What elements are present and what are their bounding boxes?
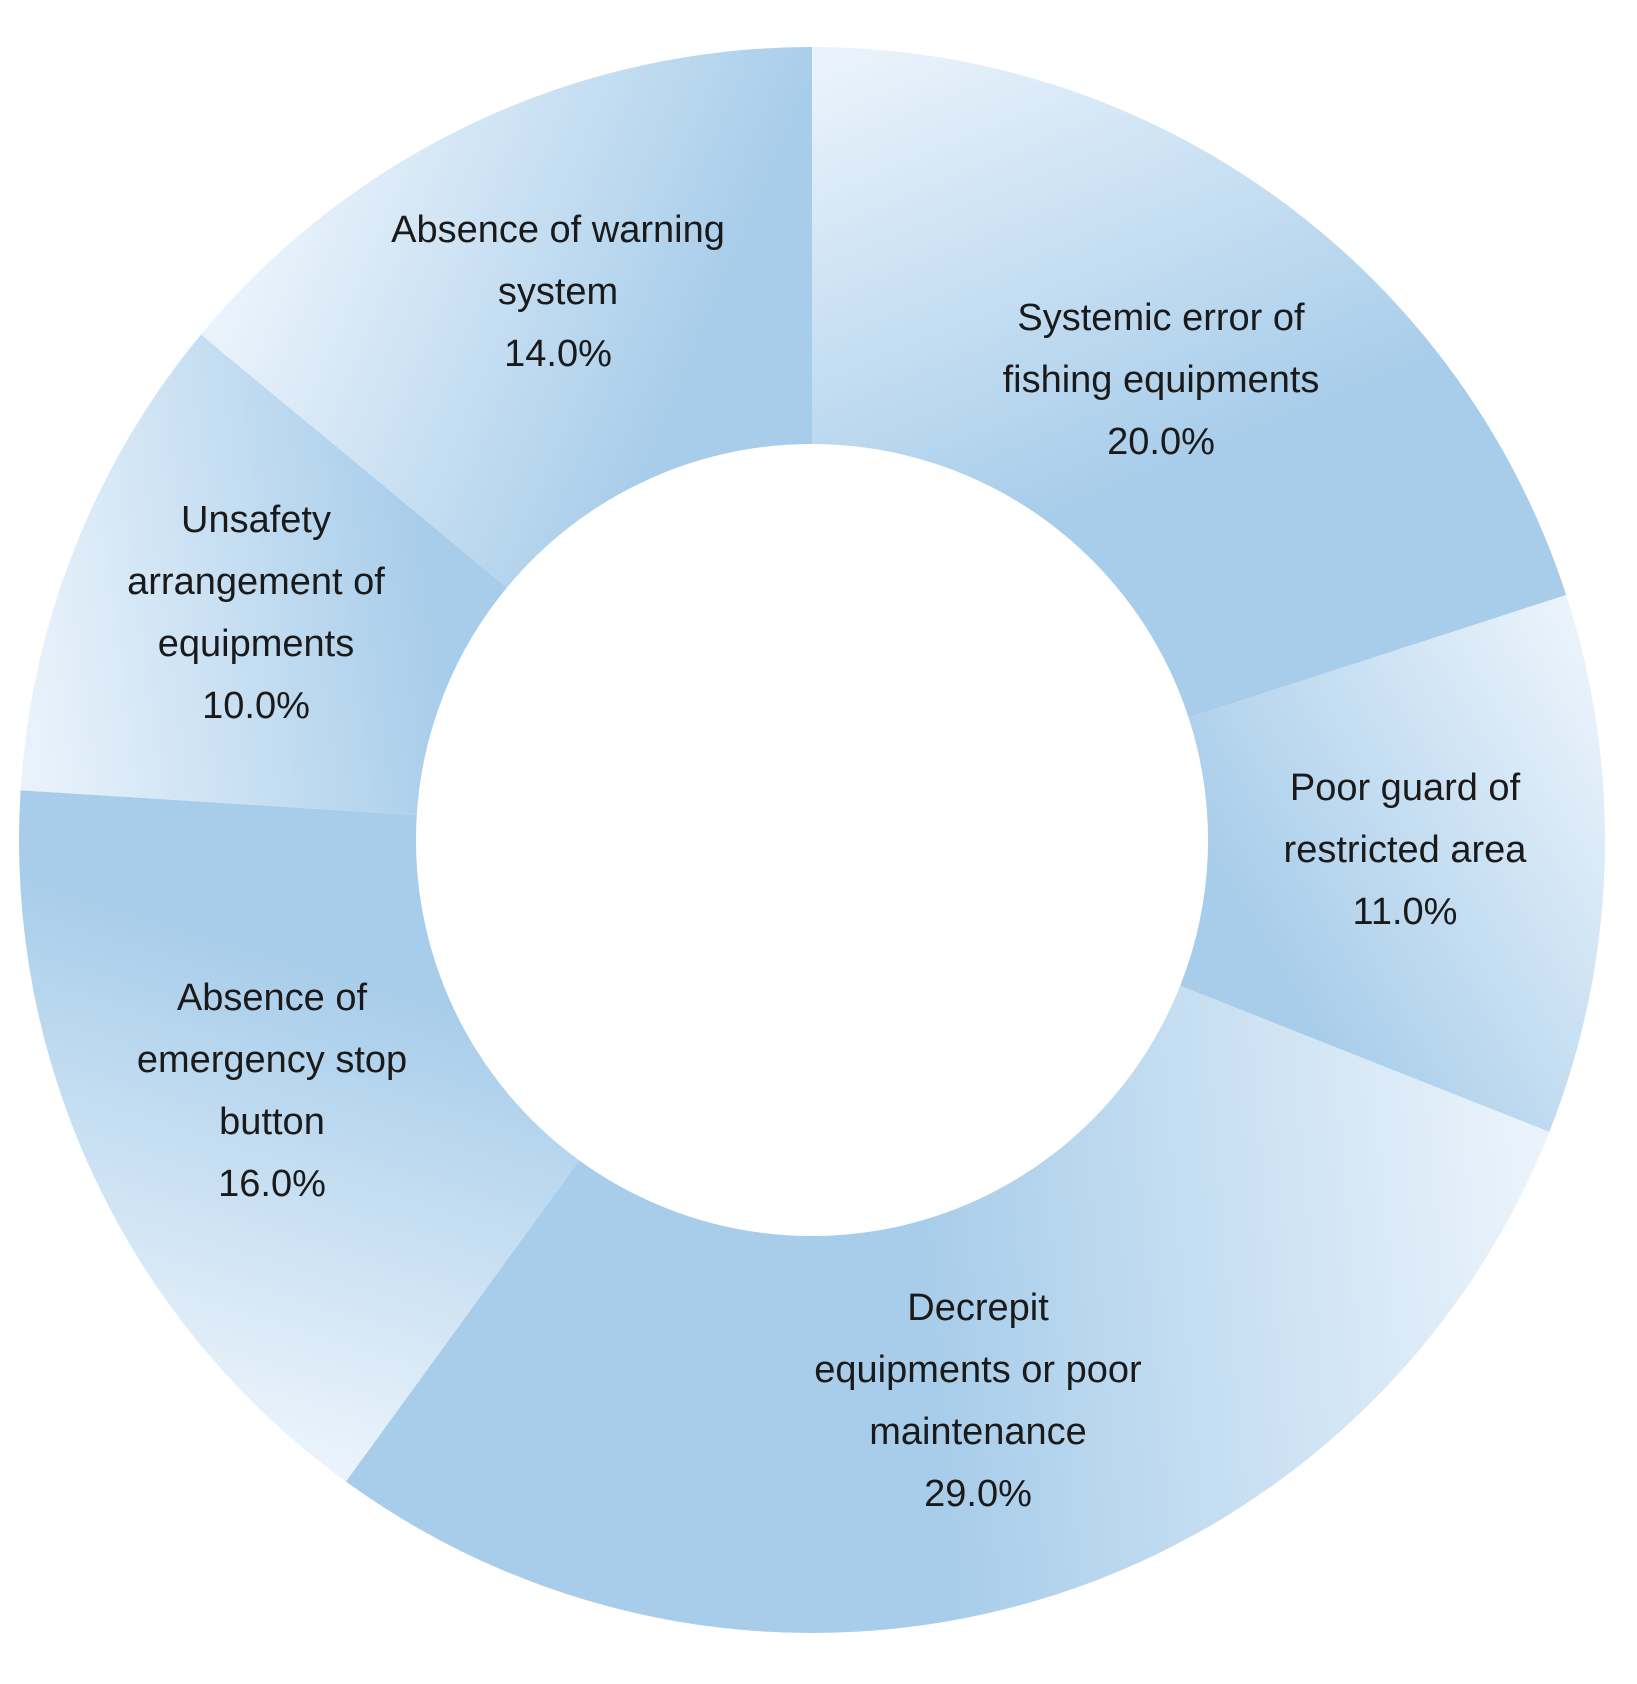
slice-value-label: 14.0%	[504, 333, 612, 375]
slice-category-label: fishing equipments	[1003, 359, 1320, 401]
slice-category-label: button	[219, 1101, 325, 1143]
slice-label-0: Systemic error of fishing equipments 20.0%	[1003, 297, 1320, 463]
slices	[18, 47, 1605, 1633]
slice-category-label: emergency stop	[137, 1039, 407, 1081]
slice-value-label: 11.0%	[1353, 891, 1458, 933]
slice-0	[812, 47, 1567, 718]
slice-category-label: arrangement of	[127, 561, 385, 603]
slice-5	[200, 47, 812, 588]
slice-value-label: 10.0%	[202, 685, 310, 727]
slice-category-label: maintenance	[869, 1411, 1087, 1453]
slice-label-5: Absence of warning system 14.0%	[391, 209, 725, 375]
slice-4	[20, 334, 507, 816]
slice-label-3: Absence of emergency stop button 16.0%	[137, 977, 407, 1205]
slice-3	[18, 790, 580, 1482]
slice-category-label: restricted area	[1284, 829, 1528, 871]
slice-2	[345, 985, 1550, 1633]
slice-label-1: Poor guard of restricted area 11.0%	[1284, 767, 1528, 933]
slice-category-label: Decrepit	[907, 1287, 1049, 1329]
slice-category-label: Poor guard of	[1290, 767, 1521, 809]
slice-category-label: Systemic error of	[1017, 297, 1305, 339]
slice-category-label: system	[498, 271, 618, 313]
slice-value-label: 20.0%	[1107, 421, 1215, 463]
slice-label-2: Decrepit equipments or poor maintenance 29.…	[814, 1287, 1142, 1515]
slice-category-label: equipments or poor	[814, 1349, 1142, 1391]
slice-value-label: 16.0%	[218, 1163, 326, 1205]
slice-1	[1180, 594, 1605, 1132]
slice-category-label: Unsafety	[181, 499, 331, 541]
slice-category-label: Absence of warning	[391, 209, 725, 251]
slice-value-label: 29.0%	[924, 1473, 1032, 1515]
labels: Systemic error of fishing equipments 20.0%…	[127, 209, 1527, 1515]
slice-category-label: Absence of	[177, 977, 368, 1019]
slice-category-label: equipments	[158, 623, 354, 665]
slice-label-4: Unsafety arrangement of equipments 10.0%	[127, 499, 385, 727]
